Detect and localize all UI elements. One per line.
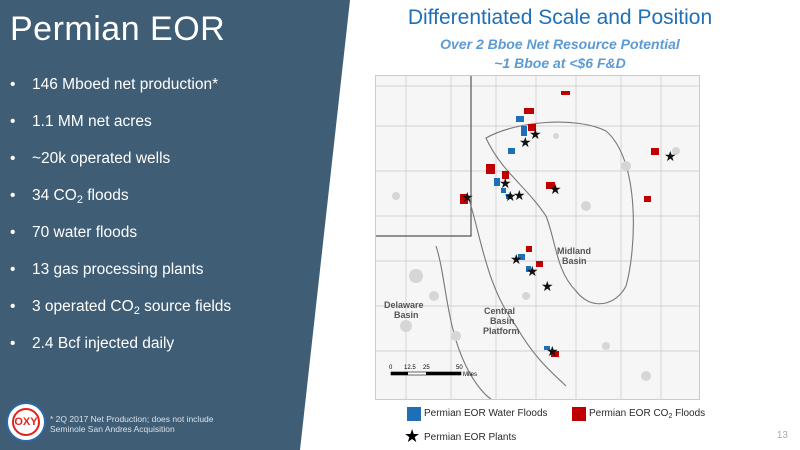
bullet-subscript: 2 xyxy=(133,305,140,317)
bullet-text: 70 water floods xyxy=(32,224,138,241)
midland-basin-label: Midland Basin xyxy=(557,246,591,266)
page-number: 13 xyxy=(776,430,788,441)
legend-water-label: Permian EOR Water Floods xyxy=(424,408,548,419)
water-flood-areas xyxy=(494,116,550,350)
bullet-subscript: 2 xyxy=(76,194,83,206)
bullet-text: ~20k operated wells xyxy=(32,150,171,167)
section-subtitle: Over 2 Bboe Net Resource Potential xyxy=(440,36,680,52)
co2-flood-areas xyxy=(460,91,659,357)
svg-text:★: ★ xyxy=(461,190,474,206)
bullet-item: ~20k operated wells xyxy=(10,140,231,177)
section-title: Differentiated Scale and Position xyxy=(407,6,713,29)
bullet-text: 13 gas processing plants xyxy=(32,261,204,278)
logo-text: OXY xyxy=(14,416,38,428)
section-subtitle: ~1 Bboe at <$6 F&D xyxy=(494,55,626,71)
bullet-text-post: floods xyxy=(82,187,129,204)
bullet-text: 3 operated CO xyxy=(32,298,134,315)
svg-text:★: ★ xyxy=(513,188,526,204)
bullet-list: 146 Mboed net production* 1.1 MM net acr… xyxy=(10,66,231,362)
map-svg: ★★ ★★ ★★ ★★ ★★ ★★ Midland Basin Delaware B… xyxy=(376,76,699,399)
scale-bar: 0 12.5 25 50 Miles xyxy=(389,365,477,378)
star-icon: ★ xyxy=(404,426,421,446)
footnote-line: * 2Q 2017 Net Production; does not inclu… xyxy=(50,414,214,424)
well-clusters xyxy=(392,133,680,381)
state-border xyxy=(376,76,472,237)
bullet-text-post: source fields xyxy=(139,298,232,315)
svg-text:★: ★ xyxy=(519,135,532,151)
svg-text:★: ★ xyxy=(529,127,542,143)
bullet-item: 70 water floods xyxy=(10,214,231,251)
svg-text:★: ★ xyxy=(549,182,562,198)
basin-labels: Midland Basin Delaware Basin Central Basin P… xyxy=(384,246,591,336)
footnote: * 2Q 2017 Net Production; does not inclu… xyxy=(50,414,250,434)
svg-text:★: ★ xyxy=(526,264,539,280)
svg-text:★: ★ xyxy=(546,344,559,360)
bullet-item: 3 operated CO2 source fields xyxy=(10,288,231,325)
logo-ring xyxy=(12,408,40,436)
permian-map: ★ ★ ★ ★ ★ ★ ★ ★ ★ ★ ★ ★ Midland Basin Delaware B… xyxy=(375,75,700,400)
footnote-line: Seminole San Andres Acquisition xyxy=(50,424,175,434)
legend-plants-label: Permian EOR Plants xyxy=(424,432,517,443)
svg-text:50: 50 xyxy=(456,365,463,371)
svg-text:★: ★ xyxy=(664,149,677,165)
bullet-text: 2.4 Bcf injected daily xyxy=(32,335,175,352)
svg-text:★: ★ xyxy=(499,176,512,192)
bullet-item: 13 gas processing plants xyxy=(10,251,231,288)
plant-markers: ★★ ★★ ★★ ★★ ★★ ★★ xyxy=(461,127,677,360)
svg-text:★: ★ xyxy=(541,279,554,295)
svg-text:12.5: 12.5 xyxy=(404,365,416,371)
legend-co2-label: Permian EOR CO2 Floods xyxy=(589,408,706,420)
svg-text:★: ★ xyxy=(504,189,517,205)
county-grid xyxy=(376,76,699,399)
bullet-text: 146 Mboed net production* xyxy=(32,76,219,93)
bullet-item: 34 CO2 floods xyxy=(10,177,231,214)
oxy-logo: OXY xyxy=(6,402,46,442)
slide-title: Permian EOR xyxy=(10,10,226,48)
water-flood-swatch xyxy=(407,407,421,421)
central-basin-platform-label: Central Basin Platform xyxy=(483,306,520,336)
bullet-item: 2.4 Bcf injected daily xyxy=(10,325,231,362)
bullet-item: 1.1 MM net acres xyxy=(10,103,231,140)
svg-text:0: 0 xyxy=(389,365,393,371)
bullet-item: 146 Mboed net production* xyxy=(10,66,231,103)
bullet-text: 34 CO xyxy=(32,187,77,204)
svg-text:25: 25 xyxy=(423,365,430,371)
svg-text:Miles: Miles xyxy=(463,372,477,378)
co2-flood-swatch xyxy=(572,407,586,421)
bullet-text: 1.1 MM net acres xyxy=(32,113,152,130)
svg-text:★: ★ xyxy=(510,252,523,268)
central-basin-platform-outline xyxy=(467,195,567,387)
delaware-basin-label: Delaware Basin xyxy=(384,300,424,320)
delaware-basin-outline xyxy=(435,245,492,399)
left-panel: Permian EOR 146 Mboed net production* 1.… xyxy=(0,0,350,450)
midland-basin-outline xyxy=(485,121,634,305)
